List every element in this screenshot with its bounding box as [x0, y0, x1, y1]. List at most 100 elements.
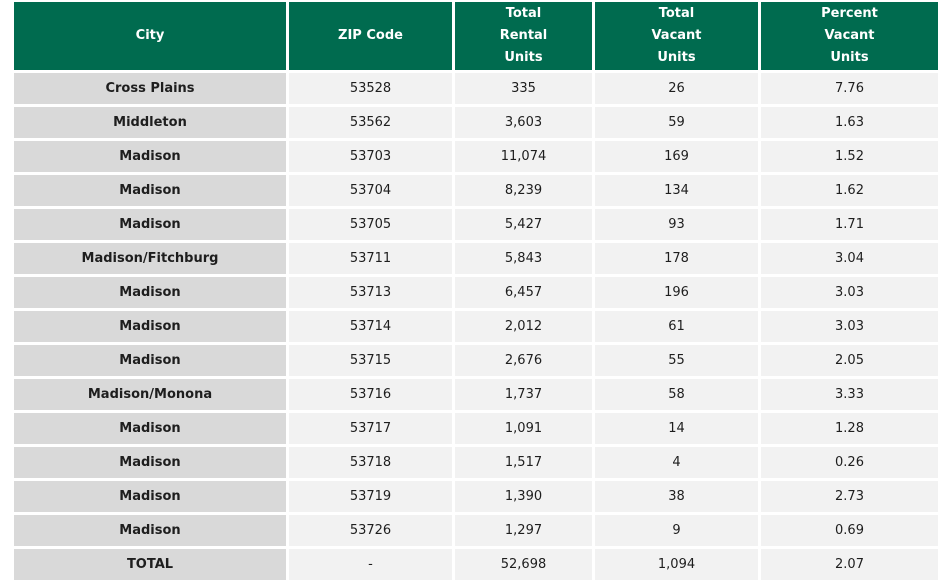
table-row: Madison 53715 2,676 55 2.05 — [14, 345, 938, 376]
zip-code-cell: 53528 — [289, 73, 452, 104]
total-rental-units-cell: 1,297 — [455, 515, 592, 546]
percent-vacant-units-cell: 3.03 — [761, 277, 938, 308]
city-cell: Madison/Fitchburg — [14, 243, 286, 274]
percent-vacant-units-cell: 2.73 — [761, 481, 938, 512]
zip-code-cell: 53716 — [289, 379, 452, 410]
header-total-rental-units: Total Rental Units — [455, 2, 592, 70]
city-cell: Madison — [14, 311, 286, 342]
header-city: City — [14, 2, 286, 70]
percent-vacant-units-cell: 1.63 — [761, 107, 938, 138]
table-header-row: City ZIP Code Total Rental Units Total V… — [14, 2, 938, 70]
total-vacant-units-cell: 178 — [595, 243, 758, 274]
table-total-row: TOTAL - 52,698 1,094 2.07 — [14, 549, 938, 580]
header-total-vacant-units-label: Total Vacant Units — [651, 6, 702, 65]
percent-vacant-units-cell: 0.26 — [761, 447, 938, 478]
percent-vacant-units-cell: 7.76 — [761, 73, 938, 104]
total-vacant-units-cell: 61 — [595, 311, 758, 342]
total-rental-units-sum-cell: 52,698 — [455, 549, 592, 580]
rental-vacancy-table: City ZIP Code Total Rental Units Total V… — [14, 2, 938, 580]
city-cell: Madison — [14, 345, 286, 376]
header-zip-code-label: ZIP Code — [338, 28, 403, 43]
total-label-cell: TOTAL — [14, 549, 286, 580]
total-rental-units-cell: 8,239 — [455, 175, 592, 206]
city-cell: Madison — [14, 413, 286, 444]
zip-code-cell: 53718 — [289, 447, 452, 478]
table-row: Madison 53717 1,091 14 1.28 — [14, 413, 938, 444]
header-percent-vacant-units: Percent Vacant Units — [761, 2, 938, 70]
total-rental-units-cell: 11,074 — [455, 141, 592, 172]
total-rental-units-cell: 1,517 — [455, 447, 592, 478]
total-vacant-units-cell: 58 — [595, 379, 758, 410]
percent-vacant-units-cell: 1.62 — [761, 175, 938, 206]
total-vacant-units-sum-cell: 1,094 — [595, 549, 758, 580]
table-row: Madison/Monona 53716 1,737 58 3.33 — [14, 379, 938, 410]
total-zip-code-cell: - — [289, 549, 452, 580]
percent-vacant-units-cell: 3.04 — [761, 243, 938, 274]
zip-code-cell: 53713 — [289, 277, 452, 308]
total-vacant-units-cell: 93 — [595, 209, 758, 240]
table-row: Madison 53718 1,517 4 0.26 — [14, 447, 938, 478]
city-cell: Middleton — [14, 107, 286, 138]
total-rental-units-cell: 1,091 — [455, 413, 592, 444]
zip-code-cell: 53704 — [289, 175, 452, 206]
percent-vacant-units-cell: 0.69 — [761, 515, 938, 546]
city-cell: Madison — [14, 277, 286, 308]
total-rental-units-cell: 3,603 — [455, 107, 592, 138]
total-vacant-units-cell: 14 — [595, 413, 758, 444]
total-percent-vacant-cell: 2.07 — [761, 549, 938, 580]
table-row: Middleton 53562 3,603 59 1.63 — [14, 107, 938, 138]
total-vacant-units-cell: 196 — [595, 277, 758, 308]
table-row: Madison 53714 2,012 61 3.03 — [14, 311, 938, 342]
table-row: Cross Plains 53528 335 26 7.76 — [14, 73, 938, 104]
city-cell: Madison — [14, 515, 286, 546]
total-vacant-units-cell: 134 — [595, 175, 758, 206]
zip-code-cell: 53714 — [289, 311, 452, 342]
header-total-rental-units-label: Total Rental Units — [499, 6, 548, 65]
total-vacant-units-cell: 55 — [595, 345, 758, 376]
table-row: Madison 53705 5,427 93 1.71 — [14, 209, 938, 240]
city-cell: Cross Plains — [14, 73, 286, 104]
percent-vacant-units-cell: 1.52 — [761, 141, 938, 172]
table-row: Madison 53703 11,074 169 1.52 — [14, 141, 938, 172]
total-rental-units-cell: 335 — [455, 73, 592, 104]
zip-code-cell: 53562 — [289, 107, 452, 138]
total-vacant-units-cell: 169 — [595, 141, 758, 172]
percent-vacant-units-cell: 2.05 — [761, 345, 938, 376]
city-cell: Madison — [14, 141, 286, 172]
table-row: Madison/Fitchburg 53711 5,843 178 3.04 — [14, 243, 938, 274]
percent-vacant-units-cell: 3.03 — [761, 311, 938, 342]
zip-code-cell: 53717 — [289, 413, 452, 444]
zip-code-cell: 53719 — [289, 481, 452, 512]
total-rental-units-cell: 5,843 — [455, 243, 592, 274]
header-total-vacant-units: Total Vacant Units — [595, 2, 758, 70]
zip-code-cell: 53715 — [289, 345, 452, 376]
city-cell: Madison/Monona — [14, 379, 286, 410]
city-cell: Madison — [14, 481, 286, 512]
total-rental-units-cell: 6,457 — [455, 277, 592, 308]
table-row: Madison 53704 8,239 134 1.62 — [14, 175, 938, 206]
header-zip-code: ZIP Code — [289, 2, 452, 70]
total-vacant-units-cell: 9 — [595, 515, 758, 546]
zip-code-cell: 53705 — [289, 209, 452, 240]
total-rental-units-cell: 5,427 — [455, 209, 592, 240]
total-vacant-units-cell: 38 — [595, 481, 758, 512]
total-vacant-units-cell: 4 — [595, 447, 758, 478]
city-cell: Madison — [14, 175, 286, 206]
total-rental-units-cell: 2,012 — [455, 311, 592, 342]
header-percent-vacant-units-label: Percent Vacant Units — [821, 6, 878, 65]
total-rental-units-cell: 1,390 — [455, 481, 592, 512]
city-cell: Madison — [14, 209, 286, 240]
table-row: Madison 53713 6,457 196 3.03 — [14, 277, 938, 308]
table-row: Madison 53719 1,390 38 2.73 — [14, 481, 938, 512]
total-rental-units-cell: 1,737 — [455, 379, 592, 410]
percent-vacant-units-cell: 3.33 — [761, 379, 938, 410]
total-rental-units-cell: 2,676 — [455, 345, 592, 376]
city-cell: Madison — [14, 447, 286, 478]
total-vacant-units-cell: 59 — [595, 107, 758, 138]
zip-code-cell: 53703 — [289, 141, 452, 172]
percent-vacant-units-cell: 1.28 — [761, 413, 938, 444]
zip-code-cell: 53726 — [289, 515, 452, 546]
header-city-label: City — [135, 28, 165, 43]
zip-code-cell: 53711 — [289, 243, 452, 274]
total-vacant-units-cell: 26 — [595, 73, 758, 104]
